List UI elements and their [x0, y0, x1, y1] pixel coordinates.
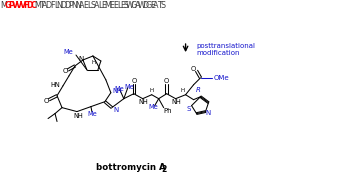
Text: A: A: [135, 1, 140, 10]
Text: H: H: [181, 88, 185, 93]
Text: G: G: [5, 1, 11, 10]
Text: NH: NH: [172, 99, 181, 105]
Text: D: D: [64, 1, 70, 10]
Text: W: W: [137, 1, 145, 10]
Text: G: G: [146, 1, 152, 10]
Text: D: D: [142, 1, 148, 10]
Text: O: O: [164, 78, 169, 84]
Text: NH: NH: [139, 99, 149, 105]
Text: M: M: [34, 1, 41, 10]
Text: A: A: [153, 1, 159, 10]
Text: V: V: [20, 1, 26, 10]
Text: A: A: [42, 1, 47, 10]
Text: posttranslational: posttranslational: [197, 43, 256, 49]
Text: E: E: [102, 1, 107, 10]
Text: Me: Me: [124, 84, 134, 90]
Text: S: S: [90, 1, 96, 10]
Text: L: L: [98, 1, 103, 10]
Text: modification: modification: [197, 50, 240, 56]
Text: T: T: [157, 1, 162, 10]
Text: Ph: Ph: [164, 108, 172, 114]
Text: H: H: [92, 60, 96, 65]
Text: N: N: [75, 1, 81, 10]
Text: HN: HN: [50, 82, 60, 88]
Text: N: N: [78, 56, 84, 62]
Text: N: N: [113, 107, 119, 113]
Text: S: S: [186, 106, 191, 112]
Text: V: V: [16, 1, 22, 10]
Text: C: C: [31, 1, 37, 10]
Text: N: N: [71, 1, 77, 10]
Text: F: F: [50, 1, 55, 10]
Text: P: P: [9, 1, 14, 10]
Text: T: T: [39, 1, 44, 10]
Text: N: N: [57, 1, 62, 10]
Text: F: F: [24, 1, 29, 10]
Text: W: W: [126, 1, 134, 10]
Text: E: E: [150, 1, 155, 10]
Text: NH: NH: [73, 113, 83, 119]
Text: Me: Me: [149, 104, 159, 110]
Text: E: E: [120, 1, 125, 10]
Text: N: N: [205, 110, 210, 116]
Text: E: E: [109, 1, 114, 10]
Text: V: V: [12, 1, 18, 10]
Text: D: D: [60, 1, 66, 10]
Text: M: M: [105, 1, 111, 10]
Text: O: O: [131, 78, 136, 84]
Text: M: M: [1, 1, 7, 10]
Text: S: S: [124, 1, 129, 10]
Text: L: L: [54, 1, 58, 10]
Text: E: E: [83, 1, 88, 10]
Text: D: D: [27, 1, 33, 10]
Text: G: G: [131, 1, 137, 10]
Text: E: E: [113, 1, 118, 10]
Text: R: R: [196, 87, 201, 93]
Text: OMe: OMe: [213, 75, 229, 81]
Text: O: O: [62, 68, 68, 74]
Text: Me: Me: [114, 86, 124, 92]
Text: A: A: [94, 1, 100, 10]
Text: bottromycin A: bottromycin A: [96, 163, 166, 172]
Text: L: L: [117, 1, 121, 10]
Text: P: P: [69, 1, 73, 10]
Text: O: O: [44, 98, 49, 104]
Text: D: D: [45, 1, 52, 10]
Text: S: S: [161, 1, 166, 10]
Text: NH: NH: [113, 88, 122, 94]
Text: Me: Me: [87, 111, 97, 117]
Text: A: A: [79, 1, 85, 10]
Text: Me: Me: [63, 49, 73, 55]
Text: O: O: [191, 66, 196, 72]
Text: H: H: [150, 88, 154, 93]
Text: 2: 2: [161, 165, 166, 174]
Text: L: L: [87, 1, 91, 10]
